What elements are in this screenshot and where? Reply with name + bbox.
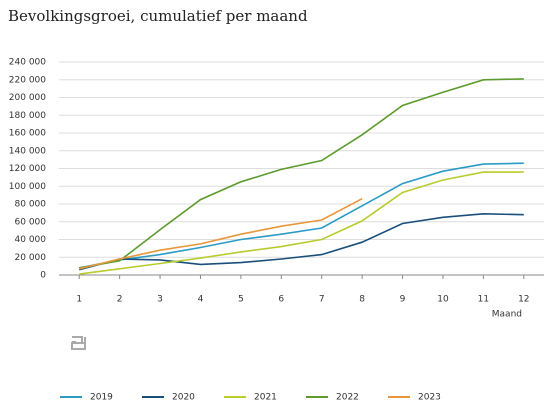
x-tick-label: 6 — [278, 295, 284, 305]
y-tick-label: 200 000 — [9, 93, 46, 103]
legend-label: 2019 — [90, 393, 113, 403]
legend-label: 2020 — [172, 393, 195, 403]
x-tick-label: 4 — [198, 295, 204, 305]
legend-label: 2022 — [336, 393, 359, 403]
x-axis-label: Maand — [492, 310, 522, 320]
legend-label: 2023 — [418, 393, 441, 403]
series-line — [79, 197, 363, 270]
y-tick-label: 180 000 — [9, 111, 46, 121]
y-tick-label: 140 000 — [9, 146, 46, 156]
y-tick-label: 0 — [40, 271, 46, 281]
x-tick-label: 10 — [437, 295, 449, 305]
y-tick-label: 240 000 — [9, 58, 46, 68]
logo — [71, 336, 86, 350]
x-tick-label: 7 — [319, 295, 325, 305]
legend-label: 2021 — [254, 393, 277, 403]
series-line — [79, 171, 524, 275]
y-tick-label: 160 000 — [9, 129, 46, 139]
y-tick-label: 220 000 — [9, 75, 46, 85]
series-line — [79, 78, 524, 269]
y-tick-label: 120 000 — [9, 164, 46, 174]
y-tick-label: 80 000 — [15, 200, 47, 210]
series-line — [78, 212, 524, 271]
y-tick-label: 20 000 — [15, 253, 47, 263]
x-tick-label: 2 — [117, 295, 123, 305]
x-tick-label: 5 — [238, 295, 244, 305]
x-tick-label: 3 — [157, 295, 163, 305]
y-tick-label: 60 000 — [15, 217, 47, 227]
x-tick-label: 11 — [478, 295, 489, 305]
x-tick-label: 8 — [359, 295, 365, 305]
chart-title: Bevolkingsgroei, cumulatief per maand — [8, 7, 308, 25]
y-tick-label: 100 000 — [9, 182, 46, 192]
x-tick-label: 1 — [76, 295, 82, 305]
x-tick-label: 12 — [518, 295, 529, 305]
x-tick-label: 9 — [400, 295, 406, 305]
y-tick-label: 40 000 — [15, 235, 47, 245]
series-line — [79, 162, 524, 269]
